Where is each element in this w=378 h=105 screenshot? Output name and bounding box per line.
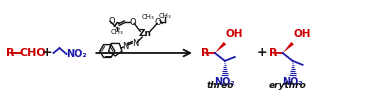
Polygon shape — [215, 42, 226, 53]
Text: CH₃: CH₃ — [159, 13, 172, 20]
Text: C: C — [115, 22, 120, 31]
Text: N: N — [132, 39, 138, 48]
Text: NO₂: NO₂ — [215, 77, 235, 87]
Text: NO₂: NO₂ — [67, 49, 87, 59]
Text: +: + — [41, 47, 52, 60]
Text: CH₃: CH₃ — [142, 14, 155, 20]
Text: OH: OH — [294, 29, 311, 39]
Text: CHO: CHO — [20, 48, 46, 58]
Text: O: O — [130, 18, 136, 27]
Text: erythro: erythro — [269, 81, 307, 90]
Text: Zn: Zn — [139, 29, 152, 38]
Text: NO₂: NO₂ — [282, 77, 303, 87]
Text: +: + — [256, 47, 267, 60]
Polygon shape — [283, 42, 294, 53]
Text: O: O — [109, 17, 116, 26]
Text: OH: OH — [226, 29, 243, 39]
Text: O: O — [155, 18, 161, 27]
Text: N: N — [122, 42, 129, 51]
Text: threo: threo — [206, 81, 234, 90]
Text: R: R — [201, 48, 209, 58]
Text: CH₃: CH₃ — [111, 29, 124, 35]
Text: R: R — [269, 48, 277, 58]
Text: R: R — [6, 48, 14, 58]
